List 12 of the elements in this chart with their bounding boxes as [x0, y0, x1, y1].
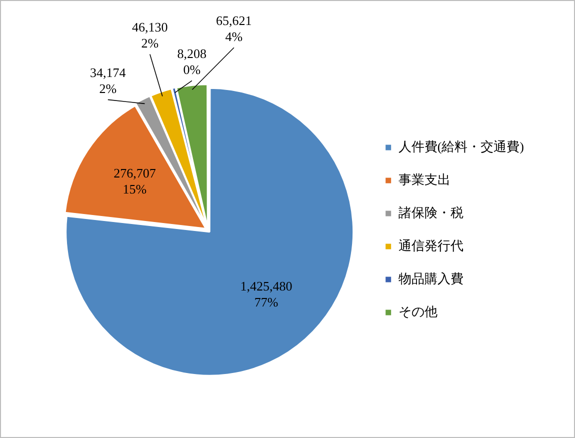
legend-label: 物品購入費	[398, 270, 464, 286]
data-label: 65,621 4%	[216, 13, 252, 44]
legend-label: 通信発行代	[398, 238, 464, 253]
data-label: 34,174 2%	[90, 65, 126, 96]
data-label: 276,707 15%	[114, 165, 156, 196]
legend-label: 人件費(給料・交通費)	[398, 138, 524, 154]
data-label: 46,130 2%	[132, 20, 168, 51]
legend-label: 事業支出	[398, 172, 450, 187]
data-label: 1,425,480 77%	[240, 278, 292, 310]
legend-label: 諸保険・税	[398, 204, 464, 220]
data-label: 8,208 0%	[177, 46, 207, 78]
legend-label: その他	[398, 304, 438, 319]
